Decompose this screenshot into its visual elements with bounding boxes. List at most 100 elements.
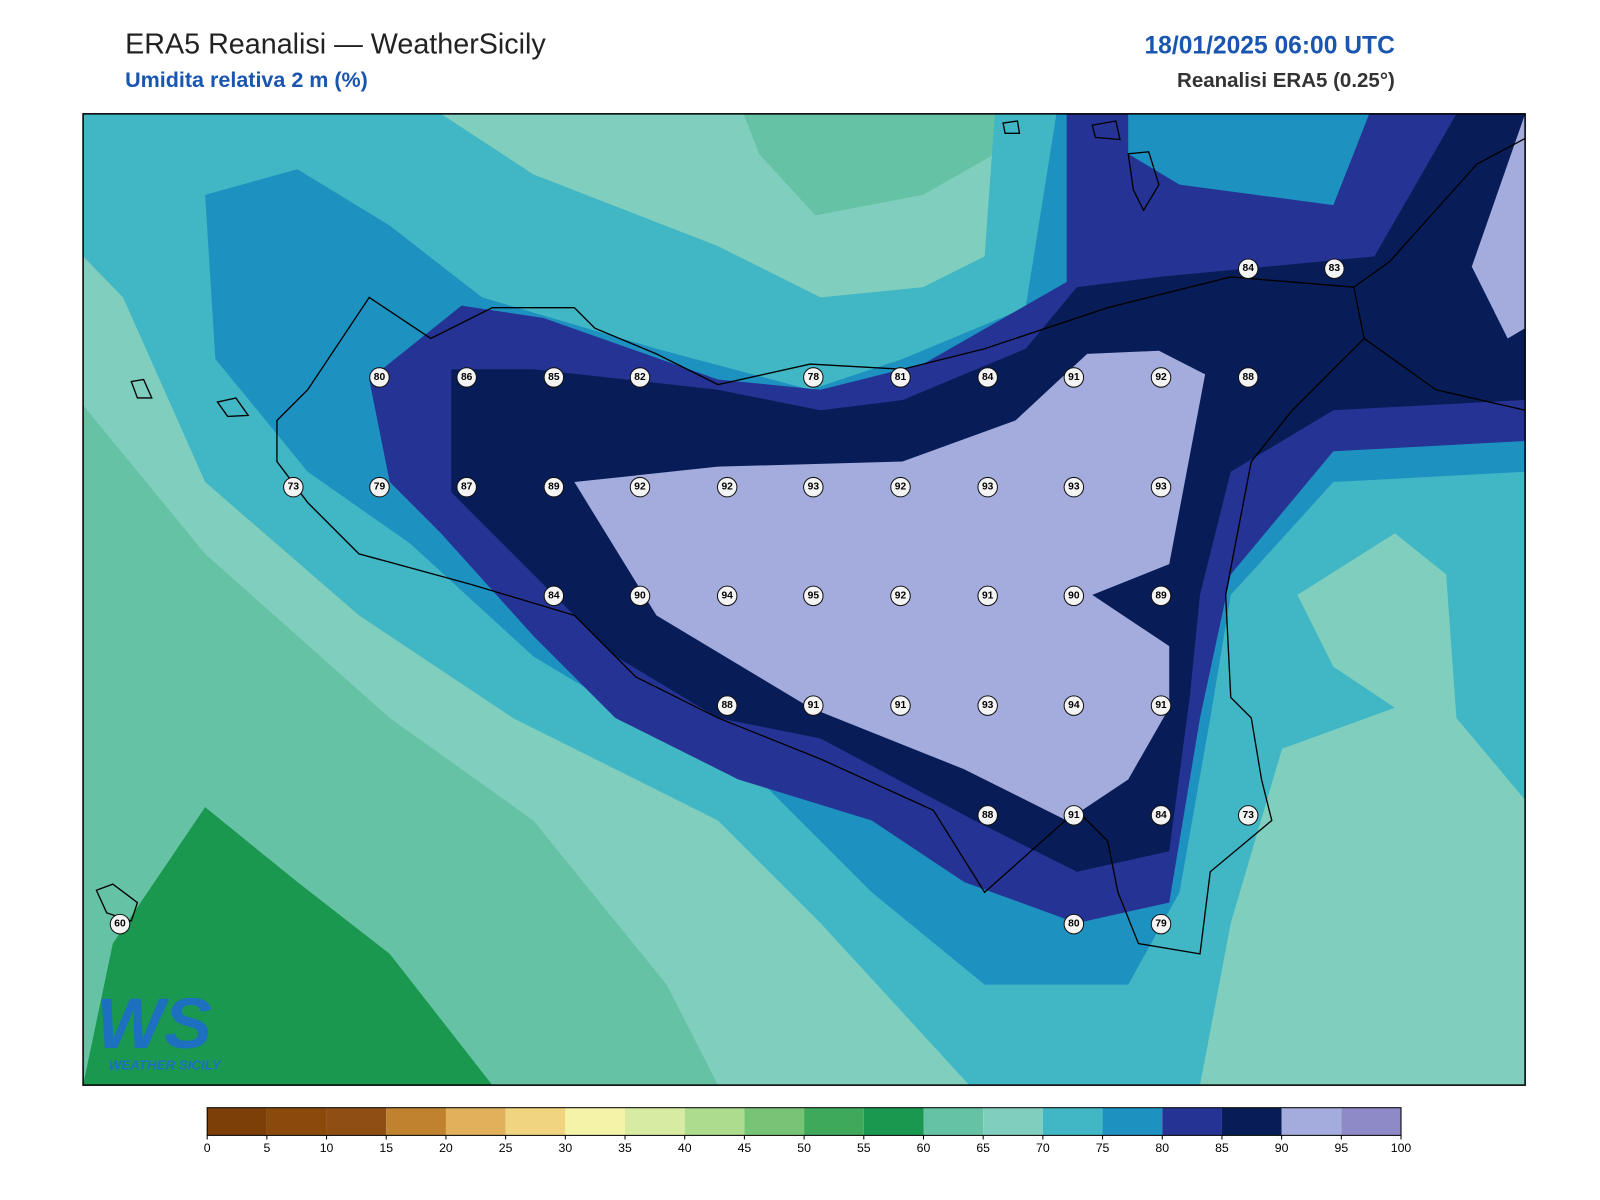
station-marker	[890, 367, 911, 388]
colorbar-segment	[684, 1107, 745, 1136]
station-marker	[1063, 367, 1085, 388]
colorbar-tick-label: 100	[1391, 1141, 1412, 1155]
station-marker	[369, 476, 390, 498]
map-frame	[82, 113, 1526, 1086]
station-value: 91	[895, 700, 907, 711]
station-marker	[369, 367, 390, 388]
colorbar-tick-label: 70	[1036, 1141, 1050, 1155]
station-marker	[716, 476, 738, 498]
station-marker	[1063, 476, 1085, 498]
station-value: 88	[1243, 372, 1255, 383]
station-marker	[977, 585, 998, 607]
station-value: 94	[721, 590, 733, 601]
station-marker	[890, 695, 911, 716]
station-value: 78	[808, 372, 820, 383]
station-value: 91	[982, 590, 994, 601]
station-marker	[1324, 258, 1345, 279]
station-value: 92	[895, 590, 907, 601]
colorbar-tick-label: 65	[976, 1141, 990, 1155]
station-marker	[803, 367, 824, 388]
colorbar-segment	[266, 1107, 327, 1136]
station-value: 60	[114, 919, 126, 930]
station-value: 81	[895, 372, 907, 383]
station-marker	[1237, 805, 1259, 826]
station-value: 84	[548, 590, 560, 601]
station-value: 82	[634, 372, 646, 383]
station-value: 93	[1155, 482, 1167, 493]
station-value: 92	[1155, 372, 1167, 383]
colorbar-tick-label: 50	[797, 1141, 811, 1155]
colorbar-tick-label: 90	[1275, 1141, 1289, 1155]
station-value: 94	[1068, 700, 1080, 711]
station-value: 88	[982, 810, 994, 821]
colorbar-segment	[1102, 1107, 1163, 1136]
station-marker	[803, 695, 824, 716]
colorbar-tick-label: 60	[917, 1141, 931, 1155]
level-90	[574, 350, 1206, 821]
colorbar-segment	[744, 1107, 805, 1136]
colorbar-segment	[1221, 1107, 1282, 1136]
station-marker	[629, 367, 651, 388]
station-marker	[543, 585, 565, 607]
station-marker	[803, 585, 824, 607]
station-marker	[1063, 695, 1085, 716]
station-value: 93	[808, 482, 820, 493]
colorbar-segment	[386, 1107, 446, 1136]
station-marker	[716, 695, 738, 716]
station-marker	[629, 585, 651, 607]
colorbar-segment	[923, 1107, 984, 1136]
station-marker	[1150, 367, 1172, 388]
colorbar-segment	[863, 1107, 924, 1136]
station-value: 73	[288, 482, 300, 493]
station-value: 84	[982, 372, 994, 383]
station-value: 91	[1068, 810, 1080, 821]
colorbar-tick-label: 85	[1215, 1141, 1229, 1155]
station-value: 83	[1329, 263, 1341, 274]
level-55	[83, 807, 493, 1086]
station-marker	[977, 476, 998, 498]
colorbar-tick-label: 95	[1334, 1141, 1348, 1155]
colorbar-tick-label: 20	[439, 1141, 453, 1155]
colorbar-tick-label: 75	[1096, 1141, 1110, 1155]
station-value: 92	[895, 482, 907, 493]
station-marker	[456, 367, 477, 388]
station-value: 95	[808, 590, 820, 601]
colorbar-tick-label: 35	[618, 1141, 632, 1155]
station-value: 88	[721, 700, 733, 711]
colorbar-segment	[326, 1107, 387, 1136]
station-value: 80	[1068, 919, 1080, 930]
level-60	[743, 113, 995, 216]
station-marker	[977, 367, 998, 388]
colorbar-segment	[565, 1107, 626, 1136]
colorbar-tick-label: 5	[263, 1141, 270, 1155]
station-value: 85	[548, 372, 560, 383]
colorbar-segment	[445, 1107, 506, 1136]
colorbar-tick-label: 40	[678, 1141, 692, 1155]
coastline	[95, 120, 1526, 955]
colorbar-segment	[207, 1107, 267, 1136]
station-marker	[1063, 585, 1085, 607]
station-marker	[543, 367, 565, 388]
logo-mark: WS	[96, 984, 212, 1064]
colorbar-segment	[1281, 1107, 1342, 1136]
colorbar-segment	[1042, 1107, 1103, 1136]
colorbar-tick-label: 30	[558, 1141, 572, 1155]
colorbar-segment	[1341, 1107, 1402, 1136]
station-value: 91	[1068, 372, 1080, 383]
station-value: 93	[1068, 482, 1080, 493]
logo-text: WEATHER SICILY	[109, 1058, 222, 1073]
station-value: 73	[1243, 810, 1255, 821]
station-value: 90	[1068, 590, 1080, 601]
station-marker	[1063, 913, 1085, 935]
station-marker	[456, 476, 477, 498]
station-value: 91	[808, 700, 820, 711]
colorbar-tick-label: 15	[379, 1141, 393, 1155]
station-value: 89	[1155, 590, 1167, 601]
station-marker	[1063, 805, 1085, 826]
logo: WS WEATHER SICILY	[96, 984, 221, 1073]
colorbar-tick-label: 45	[738, 1141, 752, 1155]
station-marker	[977, 695, 998, 716]
station-value: 92	[721, 482, 733, 493]
colorbar-segment	[804, 1107, 864, 1136]
colorbar-segment	[983, 1107, 1043, 1136]
